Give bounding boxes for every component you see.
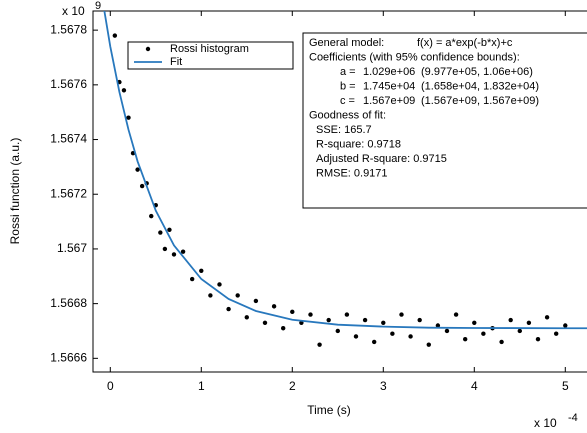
data-point <box>563 323 568 328</box>
data-point <box>317 342 322 347</box>
fit-goodness-item: Adjusted R-square: 0.9715 <box>316 153 447 165</box>
x-tick-label: 0 <box>107 379 114 393</box>
y-exponent-base: x 10 <box>62 4 85 18</box>
legend-marker <box>145 46 151 52</box>
data-point <box>162 246 168 252</box>
fit-coef-name: a = <box>340 66 356 78</box>
fit-goodness-item: RMSE: 0.9171 <box>316 167 388 179</box>
data-point <box>508 317 513 323</box>
legend-box <box>127 41 294 70</box>
data-point <box>417 317 422 323</box>
plot-marks <box>103 11 587 347</box>
data-point <box>217 282 222 287</box>
data-point <box>112 33 118 38</box>
data-point <box>326 317 331 323</box>
fit-goodness-heading: Goodness of fit: <box>309 109 386 121</box>
fit-info-box <box>302 32 587 209</box>
y-tick-label: 1.5676 <box>50 77 87 91</box>
data-point <box>262 320 268 325</box>
x-tick-label: 5 <box>562 379 569 393</box>
data-point <box>290 309 295 315</box>
x-exponent-power: -4 <box>568 412 578 424</box>
data-point <box>362 317 368 323</box>
data-point <box>199 268 204 274</box>
data-point <box>226 306 231 312</box>
fit-coef-heading: Coefficients (with 95% confidence bounds… <box>309 51 520 63</box>
fit-coef-bounds: (1.567e+09, 1.567e+09) <box>421 95 539 107</box>
data-point <box>517 328 522 334</box>
data-point <box>462 336 468 342</box>
data-point <box>544 315 550 320</box>
fit-goodness-item: SSE: 165.7 <box>316 124 372 136</box>
fit-model-label: General model: <box>309 37 384 49</box>
fit-coef-bounds: (1.658e+04, 1.832e+04) <box>421 80 539 92</box>
data-point <box>472 320 477 325</box>
data-point <box>235 293 240 298</box>
data-point <box>344 312 350 317</box>
data-point <box>335 328 340 334</box>
fit-goodness-item: R-square: 0.9718 <box>316 138 401 150</box>
data-point <box>453 312 459 317</box>
x-tick-label: 1 <box>198 379 205 393</box>
data-point <box>180 249 186 254</box>
data-point <box>444 328 450 334</box>
fit-coef-value: 1.745e+04 <box>363 80 415 92</box>
y-tick-label: 1.567 <box>57 241 87 255</box>
data-point <box>244 315 249 320</box>
data-point <box>149 213 154 219</box>
fit-coef-value: 1.029e+06 <box>363 66 415 78</box>
data-point <box>408 334 413 339</box>
y-tick-label: 1.5672 <box>50 186 87 200</box>
data-point <box>121 88 127 93</box>
y-tick-label: 1.5668 <box>50 296 87 310</box>
data-point <box>435 323 441 328</box>
data-point <box>139 183 145 189</box>
fit-coef-bounds: (9.977e+05, 1.06e+06) <box>421 66 533 78</box>
data-point <box>280 326 286 331</box>
data-point <box>371 339 377 345</box>
fit-formula: f(x) = a*exp(-b*x)+c <box>417 37 513 49</box>
data-point <box>253 298 259 304</box>
y-tick-label: 1.5666 <box>50 350 87 364</box>
data-point <box>390 331 395 336</box>
y-tick-label: 1.5678 <box>50 22 87 36</box>
data-point <box>499 339 504 345</box>
x-tick-label: 2 <box>289 379 296 393</box>
data-point <box>126 115 131 120</box>
legend-label: Fit <box>170 56 182 68</box>
legend-label: Rossi histogram <box>170 43 249 55</box>
data-point <box>271 304 277 309</box>
fit-line <box>103 11 587 330</box>
x-tick-label: 4 <box>471 379 478 393</box>
data-point <box>308 312 313 317</box>
fit-coef-value: 1.567e+09 <box>363 95 415 107</box>
data-point <box>399 312 404 317</box>
x-exponent-base: x 10 <box>534 416 557 430</box>
fit-coef-name: c = <box>340 95 355 107</box>
data-point <box>553 331 559 336</box>
data-point <box>381 320 386 325</box>
data-point <box>158 230 163 235</box>
x-tick-label: 3 <box>380 379 387 393</box>
y-exponent-power: 9 <box>95 0 101 12</box>
data-point <box>135 167 140 172</box>
data-point <box>189 276 195 282</box>
data-point <box>426 342 431 347</box>
data-point <box>167 227 172 232</box>
data-point <box>526 320 532 325</box>
fit-coef-name: b = <box>340 80 356 92</box>
y-axis-label: Rossi function (a.u.) <box>8 138 22 245</box>
data-point <box>481 331 486 336</box>
data-point <box>208 293 213 298</box>
data-point <box>353 334 359 339</box>
y-tick-label: 1.5674 <box>50 132 87 146</box>
data-point <box>535 336 541 342</box>
data-point <box>171 252 177 257</box>
x-axis-label: Time (s) <box>307 403 351 417</box>
